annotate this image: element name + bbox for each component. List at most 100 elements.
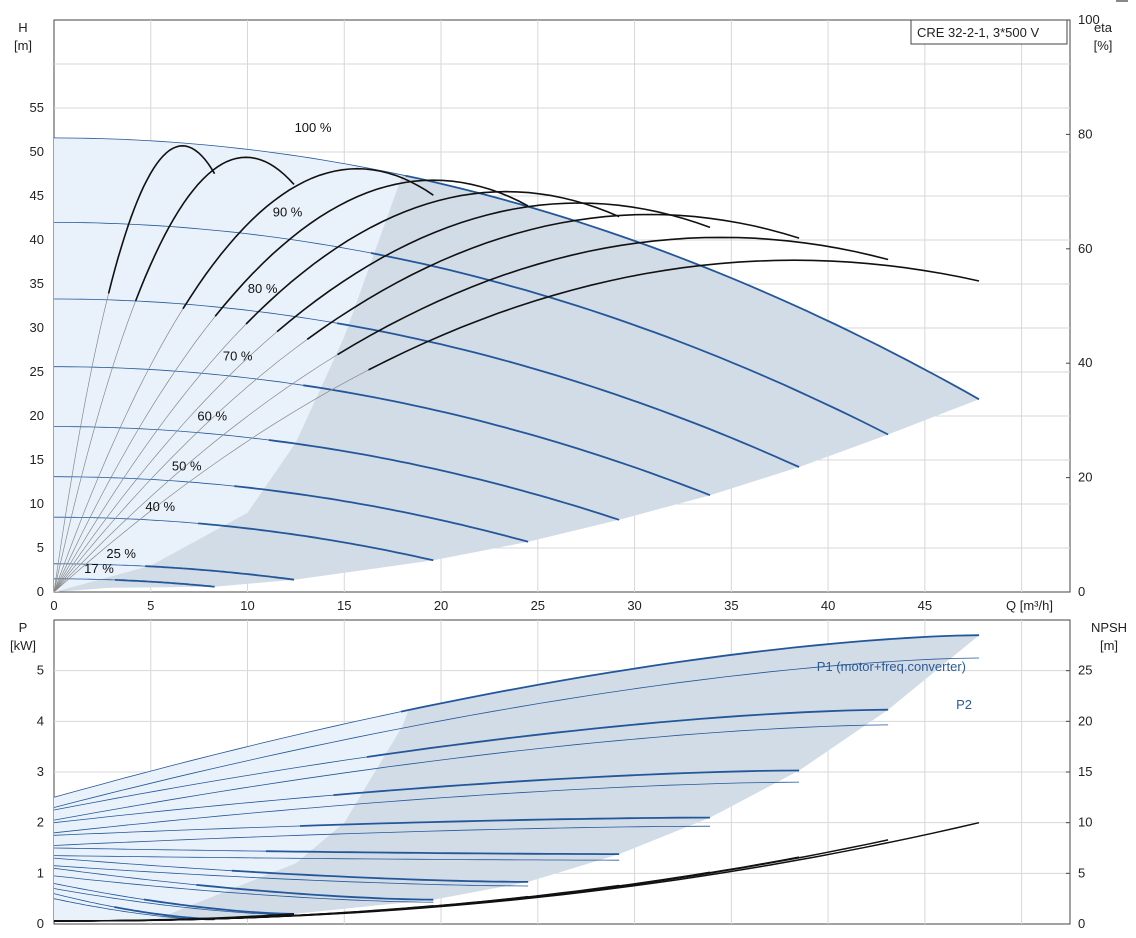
eta-curve xyxy=(306,213,800,340)
npsh-axis-label-line1: NPSH xyxy=(1091,620,1127,635)
power-npsh-plot: 0 1 2 3 4 5 0 5 10 15 20 25 P [kW] NPSH [m] P1 (mot… xyxy=(10,619,1127,931)
head-curve xyxy=(198,522,434,562)
p2-curve xyxy=(53,724,889,821)
x-tick-label: 15 xyxy=(337,598,351,613)
p-tick-label: 4 xyxy=(37,713,44,728)
p1-curve xyxy=(143,898,295,915)
x-tick-label: 45 xyxy=(918,598,932,613)
head-curve-thin xyxy=(54,563,146,567)
x-tick-label: 5 xyxy=(147,598,154,613)
y-left-label-line1: H xyxy=(18,20,27,35)
npsh-tick-label: 20 xyxy=(1078,713,1092,728)
y-left-tick-label: 15 xyxy=(30,452,44,467)
npsh-tick-label: 15 xyxy=(1078,764,1092,779)
p1-curve-thin xyxy=(53,857,232,872)
npsh-tick-label: 0 xyxy=(1078,916,1085,931)
npsh-curves xyxy=(53,821,980,922)
speed-label: 50 % xyxy=(172,459,202,474)
head-curve xyxy=(405,174,980,401)
p2-curve xyxy=(53,855,620,861)
x-tick-label: 20 xyxy=(434,598,448,613)
y-left-tick-label: 55 xyxy=(30,100,44,115)
y-right-tick-label: 20 xyxy=(1078,470,1092,485)
p1-curve xyxy=(265,850,620,855)
x-axis-label: Q [m³/h] xyxy=(1006,598,1053,613)
y-left-tick-label: 5 xyxy=(37,540,44,555)
head-curve-thin xyxy=(53,137,406,177)
p2-series-label: P2 xyxy=(956,697,972,712)
p1-curve-thin xyxy=(53,867,197,886)
head-curve xyxy=(303,384,711,497)
p2-curve xyxy=(53,865,529,887)
eta-curve xyxy=(368,259,980,371)
x-tick-label: 10 xyxy=(240,598,254,613)
eta-curve xyxy=(276,202,711,333)
speed-label: 60 % xyxy=(197,409,227,424)
head-plot-ticks: 0 5 10 15 20 25 30 35 40 45 0 5 10 15 20 25 30 35 40 45 50 55… xyxy=(30,12,1100,613)
p1-curve-thin xyxy=(53,893,115,908)
p-tick-label: 1 xyxy=(37,865,44,880)
head-curve-thin xyxy=(54,516,199,524)
eta-curve xyxy=(182,167,434,310)
npsh-tick-label: 25 xyxy=(1078,663,1092,678)
p-tick-label: 2 xyxy=(37,815,44,830)
p1-curve xyxy=(231,869,529,883)
p-axis-label-line2: [kW] xyxy=(10,638,36,653)
eta-curve xyxy=(107,144,216,294)
head-curve xyxy=(268,439,620,521)
speed-label: 17 % xyxy=(84,561,114,576)
speed-labels: 100 % 90 % 80 % 70 % 60 % 50 % 40 % 25 %17 % xyxy=(84,120,332,576)
y-right-tick-label: 80 xyxy=(1078,126,1092,141)
speed-label: 70 % xyxy=(223,349,253,364)
head-curve-thin xyxy=(54,426,269,441)
operating-envelope-area xyxy=(54,175,979,592)
y-left-tick-label: 45 xyxy=(30,188,44,203)
head-curve xyxy=(336,322,800,468)
p1-curve-thin xyxy=(53,794,334,824)
p2-curve xyxy=(53,888,295,916)
p-tick-label: 5 xyxy=(37,663,44,678)
corner-mark xyxy=(1116,0,1128,2)
head-curve-thin xyxy=(54,298,338,324)
eta-curve xyxy=(337,236,889,356)
head-efficiency-plot: 100 % 90 % 80 % 70 % 60 % 50 % 40 % 25 %17 % 0 5… xyxy=(14,12,1113,613)
head-curve-thin xyxy=(54,366,304,386)
p-tick-label: 0 xyxy=(37,916,44,931)
npsh-tick-label: 10 xyxy=(1078,815,1092,830)
p2-curve xyxy=(53,875,434,903)
y-left-tick-label: 10 xyxy=(30,496,44,511)
x-tick-label: 35 xyxy=(724,598,738,613)
p2-curve xyxy=(53,657,980,808)
p1-curve-thin xyxy=(53,711,401,798)
head-curve-thin xyxy=(54,221,372,254)
head-curves xyxy=(53,137,980,588)
head-curve xyxy=(114,579,215,588)
p1-series-label: P1 (motor+freq.converter) xyxy=(817,659,966,674)
head-operating-area xyxy=(54,137,979,592)
y-right-tick-label: 40 xyxy=(1078,355,1092,370)
speed-label: 100 % xyxy=(295,120,332,135)
npsh-axis-label-line2: [m] xyxy=(1100,638,1118,653)
p1-curve xyxy=(366,708,889,758)
p1-curve-thin xyxy=(53,756,367,811)
y-left-tick-label: 35 xyxy=(30,276,44,291)
speed-label: 40 % xyxy=(145,499,175,514)
eta-curve xyxy=(245,190,620,325)
p-axis-label-line1: P xyxy=(19,620,28,635)
y-right-tick-label: 0 xyxy=(1078,584,1085,599)
y-left-tick-label: 0 xyxy=(37,584,44,599)
x-tick-label: 25 xyxy=(531,598,545,613)
p1-curve-thin xyxy=(53,883,145,900)
legend-box-text: CRE 32-2-1, 3*500 V xyxy=(917,25,1039,40)
p1-curve-thin xyxy=(53,825,301,836)
p2-curve xyxy=(53,781,800,834)
y-left-tick-label: 25 xyxy=(30,364,44,379)
x-tick-label: 40 xyxy=(821,598,835,613)
eta-curve xyxy=(214,179,529,317)
head-curve xyxy=(370,252,889,436)
x-tick-label: 0 xyxy=(50,598,57,613)
y-right-label-line2: [%] xyxy=(1094,38,1113,53)
efficiency-curves xyxy=(53,144,980,593)
x-tick-label: 30 xyxy=(627,598,641,613)
